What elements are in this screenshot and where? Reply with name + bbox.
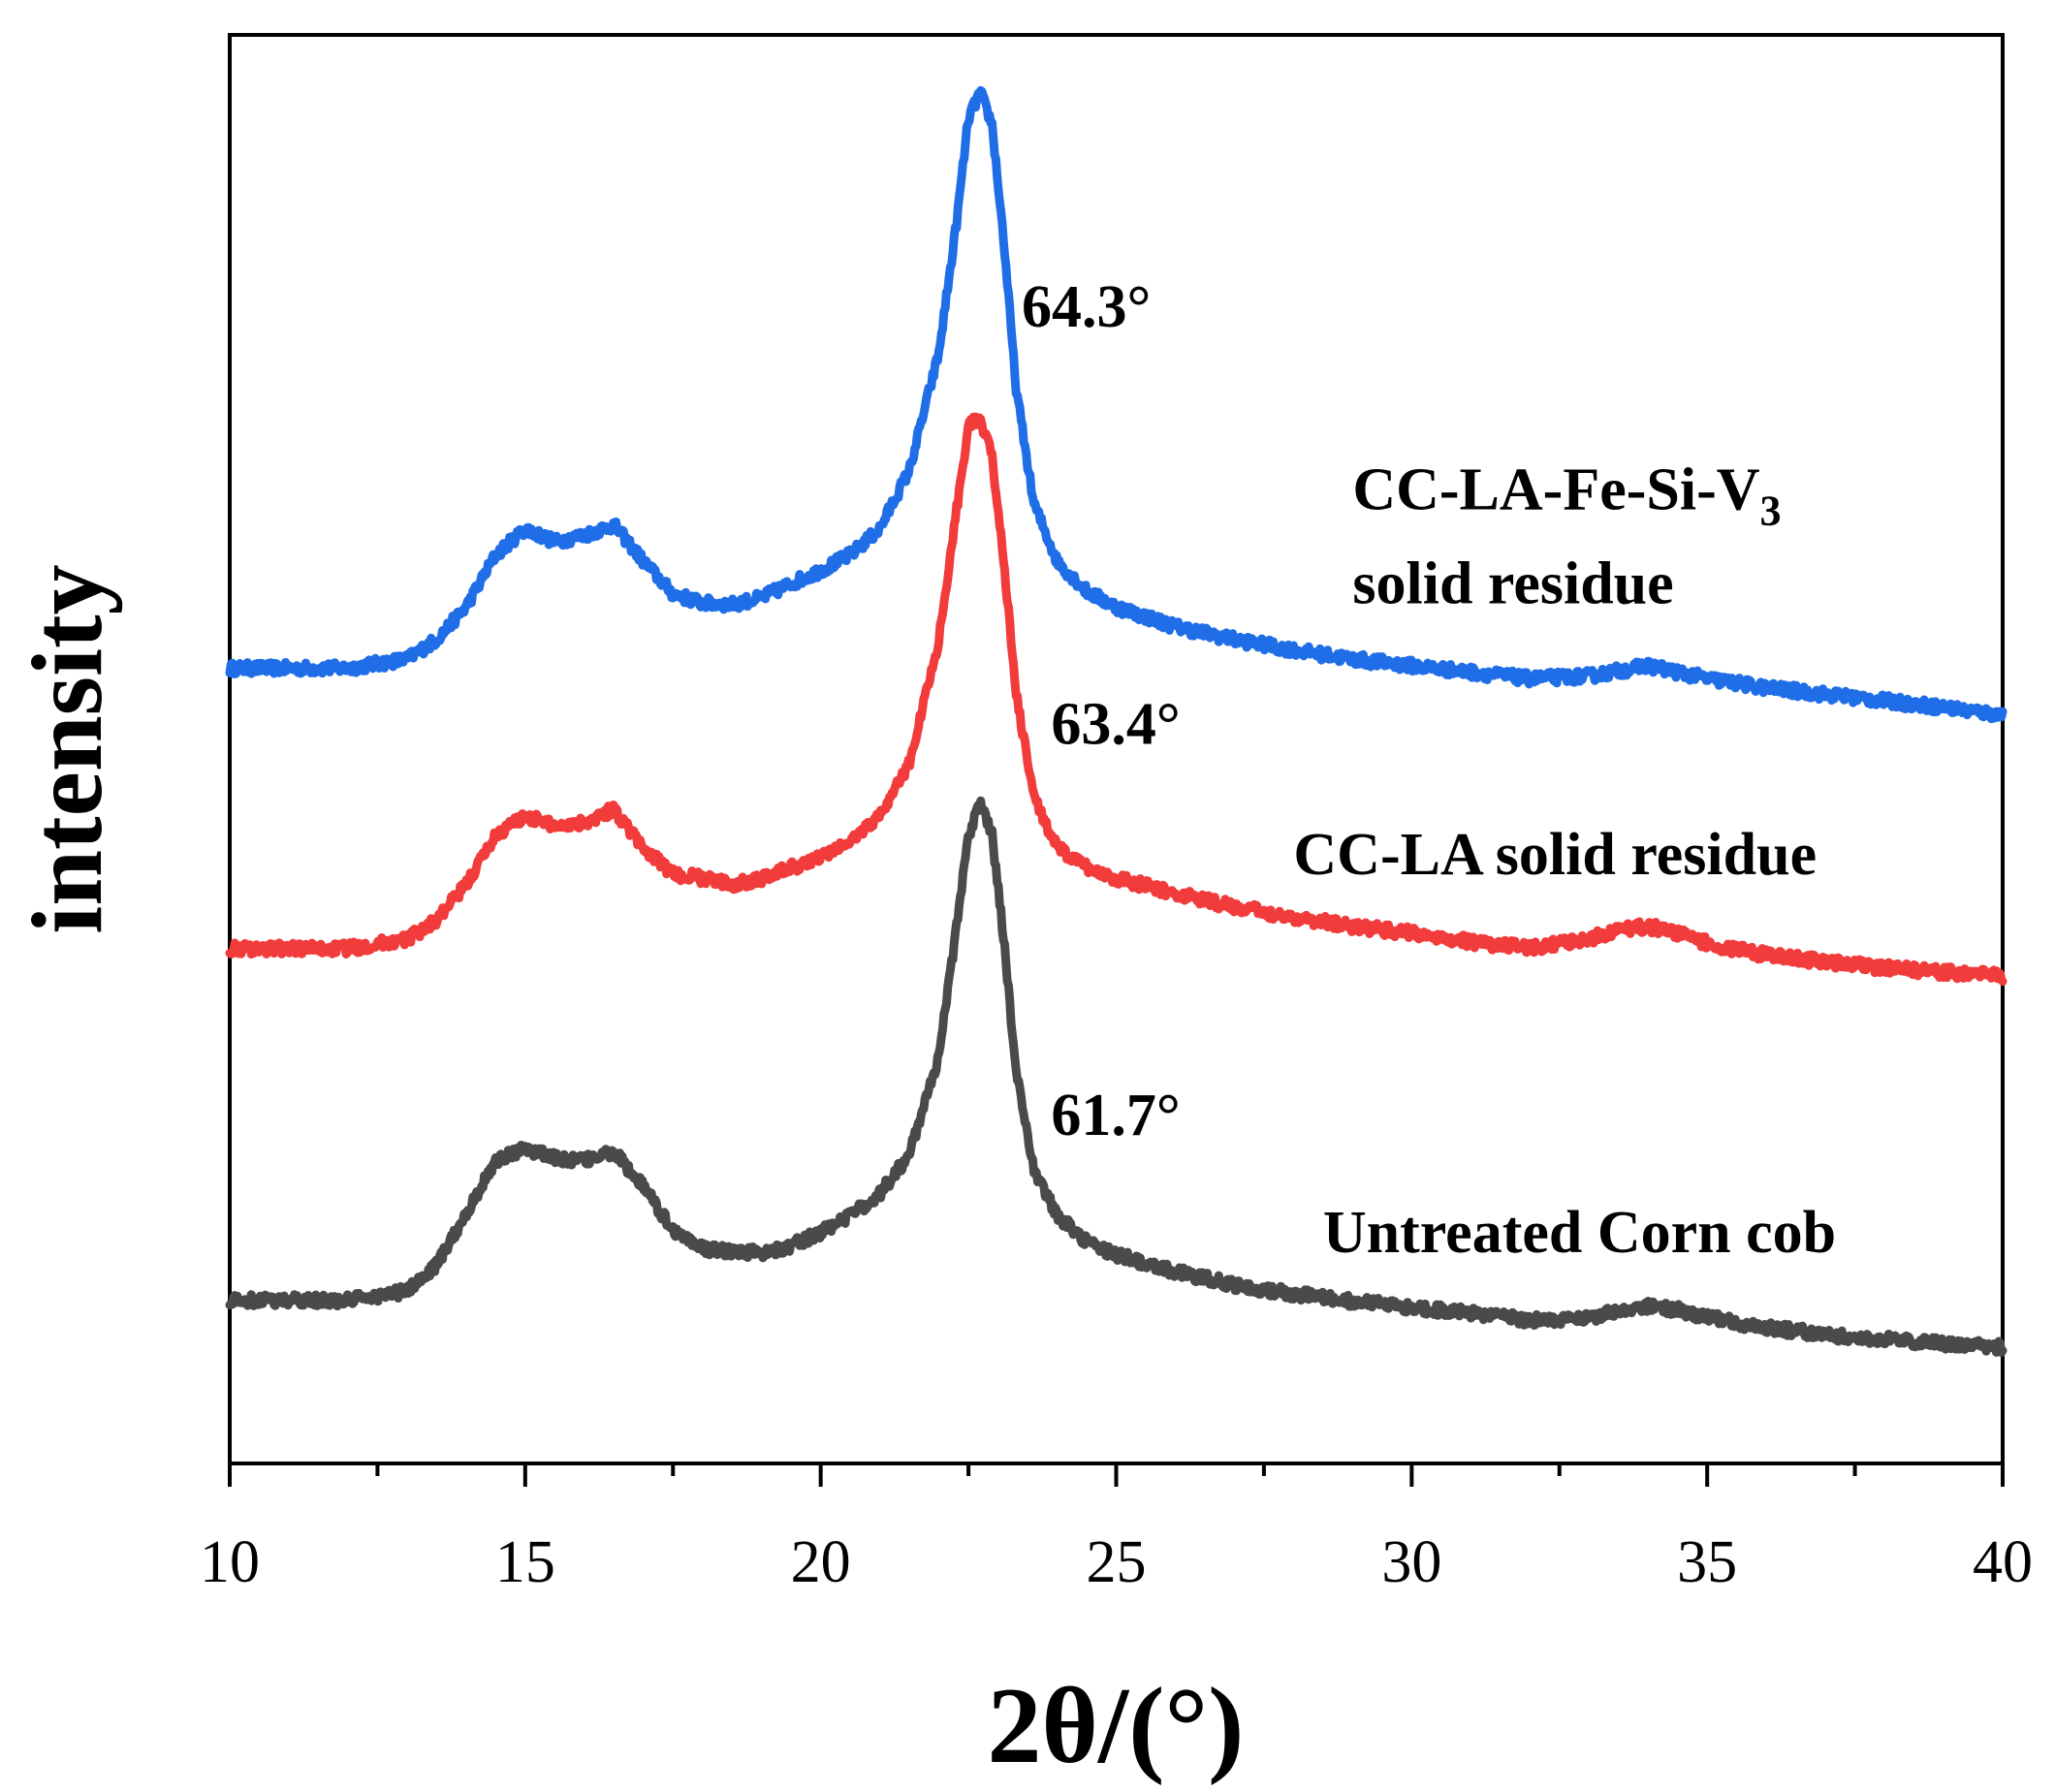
- series-line-untreated-corn-cob: [225, 796, 2008, 1358]
- x-tick-label: 40: [1973, 1529, 2033, 1595]
- y-axis-title: intensity: [12, 564, 123, 933]
- crystallinity-annotation: 64.3°: [1022, 274, 1151, 340]
- x-tick-label: 25: [1087, 1529, 1147, 1595]
- series-label: CC-LA-Fe-Si-V3: [1352, 456, 1781, 534]
- series-line-cc-la-fe-si-v3-solid-residue: [225, 85, 2008, 724]
- series-label: Untreated Corn cob: [1323, 1200, 1836, 1266]
- x-tick-label: 30: [1381, 1529, 1441, 1595]
- crystallinity-annotation: 63.4°: [1051, 692, 1180, 758]
- crystallinity-annotation: 61.7°: [1051, 1083, 1180, 1148]
- x-axis-title: 2θ/(°): [988, 1666, 1245, 1786]
- series-label: solid residue: [1352, 550, 1673, 616]
- x-tick-label: 20: [791, 1529, 851, 1595]
- x-tick-label: 10: [200, 1529, 260, 1595]
- series-line-cc-la-solid-residue: [225, 412, 2008, 987]
- series-label-subscript: 3: [1760, 487, 1782, 534]
- series-label: CC-LA solid residue: [1293, 822, 1817, 888]
- x-tick-label: 15: [495, 1529, 555, 1595]
- x-tick-label: 35: [1677, 1529, 1737, 1595]
